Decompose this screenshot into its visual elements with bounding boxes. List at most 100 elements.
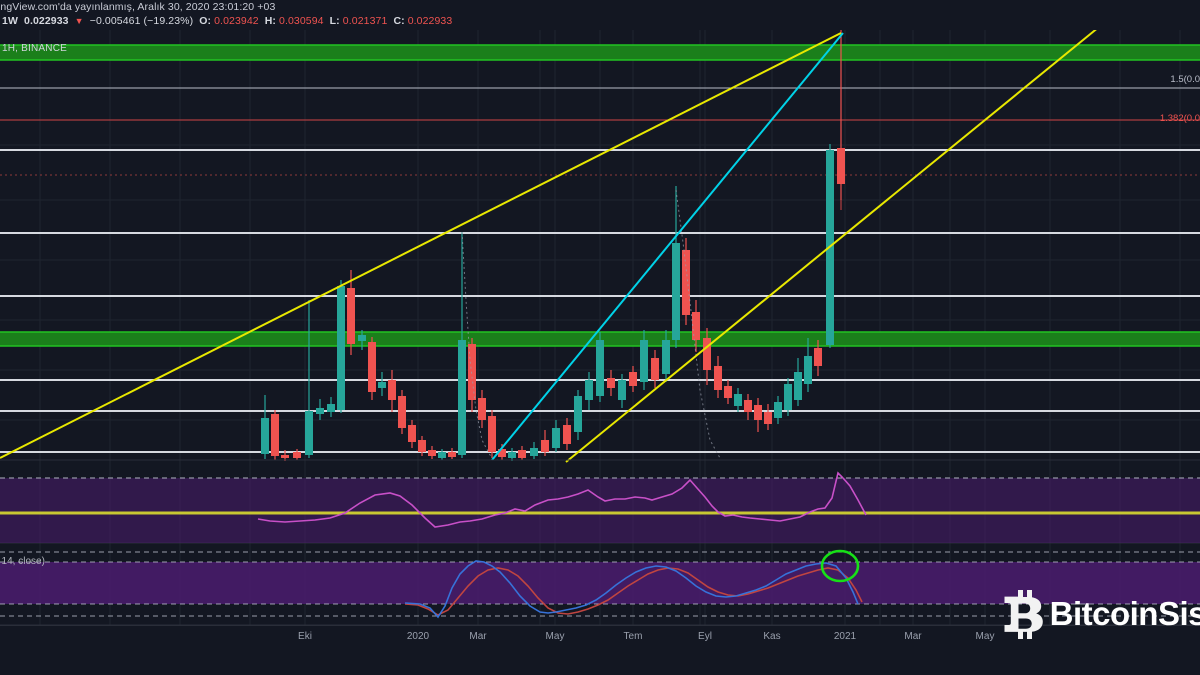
candle-body[interactable] xyxy=(378,382,386,388)
close-label: C: xyxy=(393,15,405,27)
candle-body[interactable] xyxy=(408,425,416,442)
trendline-yellow-rising-left[interactable] xyxy=(0,32,842,459)
open-label: O: xyxy=(199,15,212,27)
candle-body[interactable] xyxy=(498,449,506,457)
symbol-timeframe[interactable]: , 1W xyxy=(0,15,18,27)
candle-body[interactable] xyxy=(744,400,752,412)
fib-level-1-382-label: 1.382(0.0 xyxy=(1159,113,1200,124)
price-change: −0.005461 (−19.23%) xyxy=(89,15,194,27)
candle-body[interactable] xyxy=(662,340,670,374)
green-support-band[interactable] xyxy=(0,45,1200,60)
candle-body[interactable] xyxy=(774,402,782,418)
candle-body[interactable] xyxy=(764,412,772,424)
candle-body[interactable] xyxy=(784,384,792,410)
low-value: 0.021371 xyxy=(342,15,388,27)
mid-oscillator-line-tail xyxy=(842,477,867,516)
candle-body[interactable] xyxy=(458,340,466,455)
candle-body[interactable] xyxy=(358,335,366,341)
candle-body[interactable] xyxy=(607,378,615,388)
fib-level-1-5-label: 1.5(0.0 xyxy=(1170,74,1200,85)
time-axis-tick-9: May xyxy=(975,631,995,642)
mid-pane-band xyxy=(0,478,1200,543)
open-value: 0.023942 xyxy=(214,15,259,27)
candle-body[interactable] xyxy=(814,348,822,366)
candle-body[interactable] xyxy=(398,396,406,428)
candle-body[interactable] xyxy=(388,380,396,400)
candle-body[interactable] xyxy=(337,286,345,410)
candle-body[interactable] xyxy=(734,394,742,406)
candle-body[interactable] xyxy=(448,452,456,457)
candle-body[interactable] xyxy=(837,148,845,184)
time-axis-tick-7: 2021 xyxy=(833,631,857,642)
bitcoin-logo-icon xyxy=(1004,590,1043,639)
last-price: 0.022933 xyxy=(24,15,69,27)
price-pane-legend: 1H, BINANCE xyxy=(2,43,67,54)
candle-body[interactable] xyxy=(585,380,593,400)
candle-body[interactable] xyxy=(629,372,637,386)
candle-body[interactable] xyxy=(596,340,604,396)
candle-body[interactable] xyxy=(468,344,476,400)
close-value: 0.022933 xyxy=(407,15,453,27)
candle-body[interactable] xyxy=(281,455,289,458)
candle-body[interactable] xyxy=(261,418,269,454)
candle-body[interactable] xyxy=(347,288,355,344)
time-axis-tick-2: Mar xyxy=(469,631,487,642)
time-axis-tick-5: Eyl xyxy=(698,631,712,642)
low-label: L: xyxy=(329,15,340,27)
candle-body[interactable] xyxy=(794,372,802,400)
stochastic-crossover-highlight-circle[interactable] xyxy=(820,549,860,583)
high-value: 0.030594 xyxy=(279,15,324,27)
candle-body[interactable] xyxy=(530,448,538,456)
candle-body[interactable] xyxy=(305,411,313,455)
trendline-yellow-rising-right[interactable] xyxy=(565,17,1111,463)
stochastic-d-line xyxy=(404,567,863,616)
candle-body[interactable] xyxy=(327,404,335,412)
candle-body[interactable] xyxy=(672,243,680,340)
time-axis-tick-8: Mar xyxy=(904,631,922,642)
trendline-cyan-rising[interactable] xyxy=(491,32,844,461)
chart-header: ingView.com'da yayınlanmış, Aralık 30, 2… xyxy=(0,0,1200,30)
candle-body[interactable] xyxy=(618,380,626,400)
time-axis-tick-4: Tem xyxy=(623,631,643,642)
candle-body[interactable] xyxy=(703,338,711,370)
high-label: H: xyxy=(264,15,277,27)
publish-info: ingView.com'da yayınlanmış, Aralık 30, 2… xyxy=(0,1,276,13)
candle-body[interactable] xyxy=(640,340,648,382)
candle-body[interactable] xyxy=(714,366,722,390)
candle-body[interactable] xyxy=(518,450,526,458)
mid-oscillator-line xyxy=(257,471,844,528)
candle-body[interactable] xyxy=(692,312,700,340)
candle-body[interactable] xyxy=(508,452,516,458)
candle-body[interactable] xyxy=(682,250,690,315)
candle-body[interactable] xyxy=(418,440,426,452)
candle-body[interactable] xyxy=(271,414,279,456)
watermark-text: BitcoinSis xyxy=(1049,595,1200,632)
candle-body[interactable] xyxy=(552,428,560,448)
candle-body[interactable] xyxy=(488,416,496,452)
historic-dotted-trace xyxy=(461,231,499,461)
candle-body[interactable] xyxy=(754,405,762,420)
candle-body[interactable] xyxy=(368,342,376,392)
candle-body[interactable] xyxy=(804,356,812,384)
stochastic-pane-legend: , 14, close) xyxy=(0,556,45,567)
candle-body[interactable] xyxy=(478,398,486,420)
candle-body[interactable] xyxy=(651,358,659,380)
candle-body[interactable] xyxy=(724,386,732,398)
candle-body[interactable] xyxy=(316,408,324,414)
candle-body[interactable] xyxy=(293,452,301,458)
candle-body[interactable] xyxy=(574,396,582,432)
candle-body[interactable] xyxy=(563,425,571,444)
price-down-arrow-icon: ▼ xyxy=(74,16,84,26)
bitcoinsistemi-watermark: BitcoinSis xyxy=(998,588,1200,640)
stochastic-k-line xyxy=(404,560,859,619)
candle-body[interactable] xyxy=(541,440,549,452)
time-axis[interactable]: Eki 2020 Mar May Tem Eyl Kas 2021 Mar May xyxy=(0,625,1200,675)
time-axis-tick-1: 2020 xyxy=(406,631,430,642)
candle-body[interactable] xyxy=(438,452,446,458)
time-axis-tick-6: Kas xyxy=(763,631,781,642)
time-axis-tick-3: May xyxy=(545,631,565,642)
symbol-quote-bar: , 1W 0.022933 ▼ −0.005461 (−19.23%) O:0.… xyxy=(0,15,455,27)
candle-body[interactable] xyxy=(428,450,436,456)
